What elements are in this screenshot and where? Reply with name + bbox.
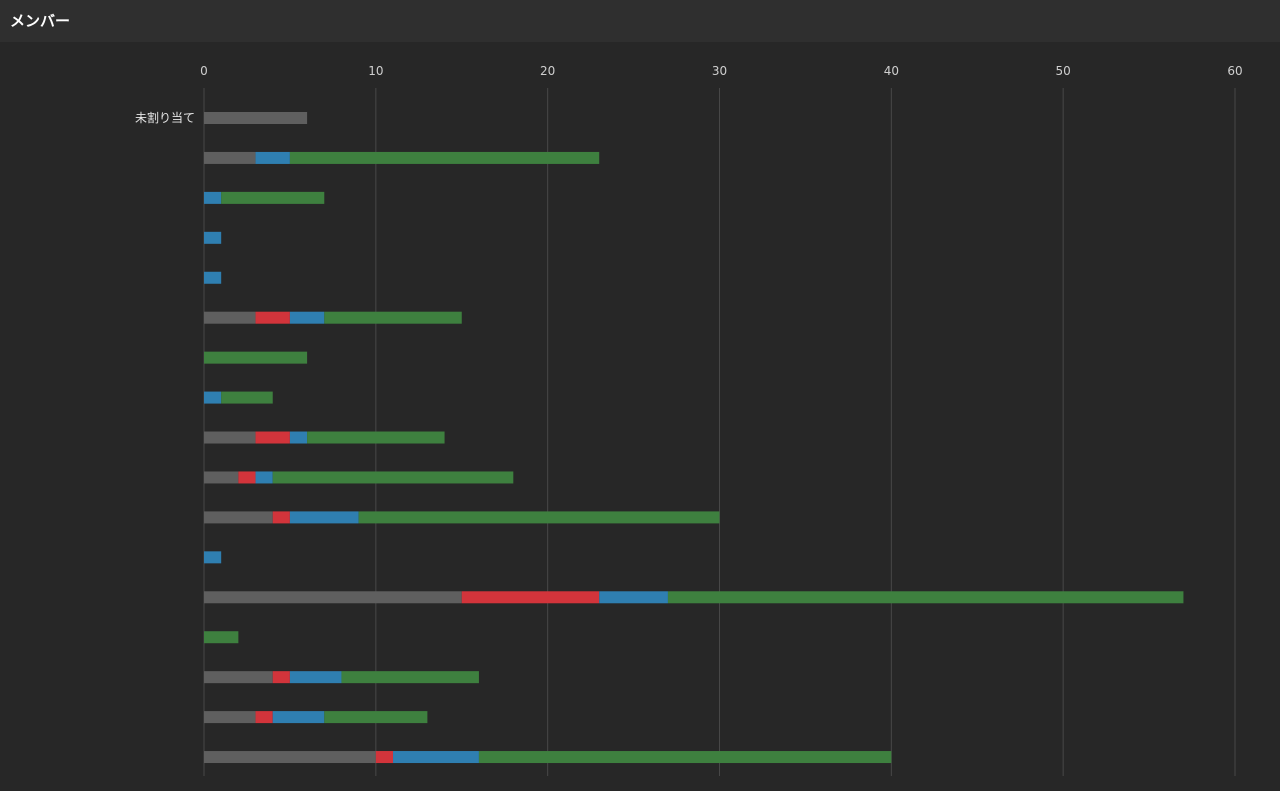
bar-segment[interactable] [375,751,394,764]
bar-segment[interactable] [289,671,342,684]
x-tick-label: 30 [712,64,727,78]
x-tick-label: 10 [368,64,383,78]
bar-segment[interactable] [341,671,479,684]
bar-segment[interactable] [599,591,668,604]
bar-segment[interactable] [255,711,273,724]
category-labels: 未割り当て [135,110,195,125]
bar-segment[interactable] [272,471,514,484]
bar-segment[interactable] [307,431,445,444]
x-tick-label: 20 [540,64,555,78]
bar-segment[interactable] [272,711,325,724]
bar-segment[interactable] [289,311,325,324]
bar-segment[interactable] [272,511,290,524]
bar-segment[interactable] [204,711,256,724]
bar-segment[interactable] [204,671,273,684]
bar-segment[interactable] [221,391,273,404]
bar-segment[interactable] [478,751,892,764]
bar-segment[interactable] [204,391,222,404]
x-tick-label: 0 [200,64,208,78]
bar-segment[interactable] [255,431,290,444]
bar-segment[interactable] [204,471,239,484]
bar-segment[interactable] [204,511,273,524]
bar-segment[interactable] [324,711,428,724]
bar-segment[interactable] [204,591,462,604]
bar-segment[interactable] [204,191,222,204]
bar-segment[interactable] [393,751,479,764]
bar-segment[interactable] [221,191,325,204]
bar-segment[interactable] [204,351,308,364]
bar-segment[interactable] [255,311,290,324]
bar-segment[interactable] [358,511,720,524]
panel-title: メンバー [10,12,71,30]
x-tick-label: 40 [884,64,899,78]
bar-segment[interactable] [289,151,600,164]
bar-segment[interactable] [204,551,222,564]
category-label: 未割り当て [135,110,195,125]
x-axis-ticks: 0 10 20 30 40 50 60 [200,64,1242,78]
panel-header: メンバー [0,0,1280,42]
bars [204,112,1184,764]
bar-segment[interactable] [255,151,290,164]
bar-segment[interactable] [204,112,308,124]
bar-segment[interactable] [204,271,222,284]
x-tick-label: 50 [1056,64,1071,78]
x-tick-label: 60 [1227,64,1242,78]
bar-segment[interactable] [289,511,359,524]
bar-segment[interactable] [204,311,256,324]
bar-segment[interactable] [289,431,308,444]
bar-segment[interactable] [238,471,256,484]
bar-segment[interactable] [461,591,600,604]
bar-segment[interactable] [204,631,239,644]
bar-segment[interactable] [204,151,256,164]
bar-segment[interactable] [204,431,256,444]
bar-segment[interactable] [204,751,376,764]
bar-segment[interactable] [272,671,290,684]
bar-segment[interactable] [667,591,1184,604]
bar-segment[interactable] [324,311,462,324]
bar-segment[interactable] [255,471,273,484]
bar-segment[interactable] [204,231,222,244]
